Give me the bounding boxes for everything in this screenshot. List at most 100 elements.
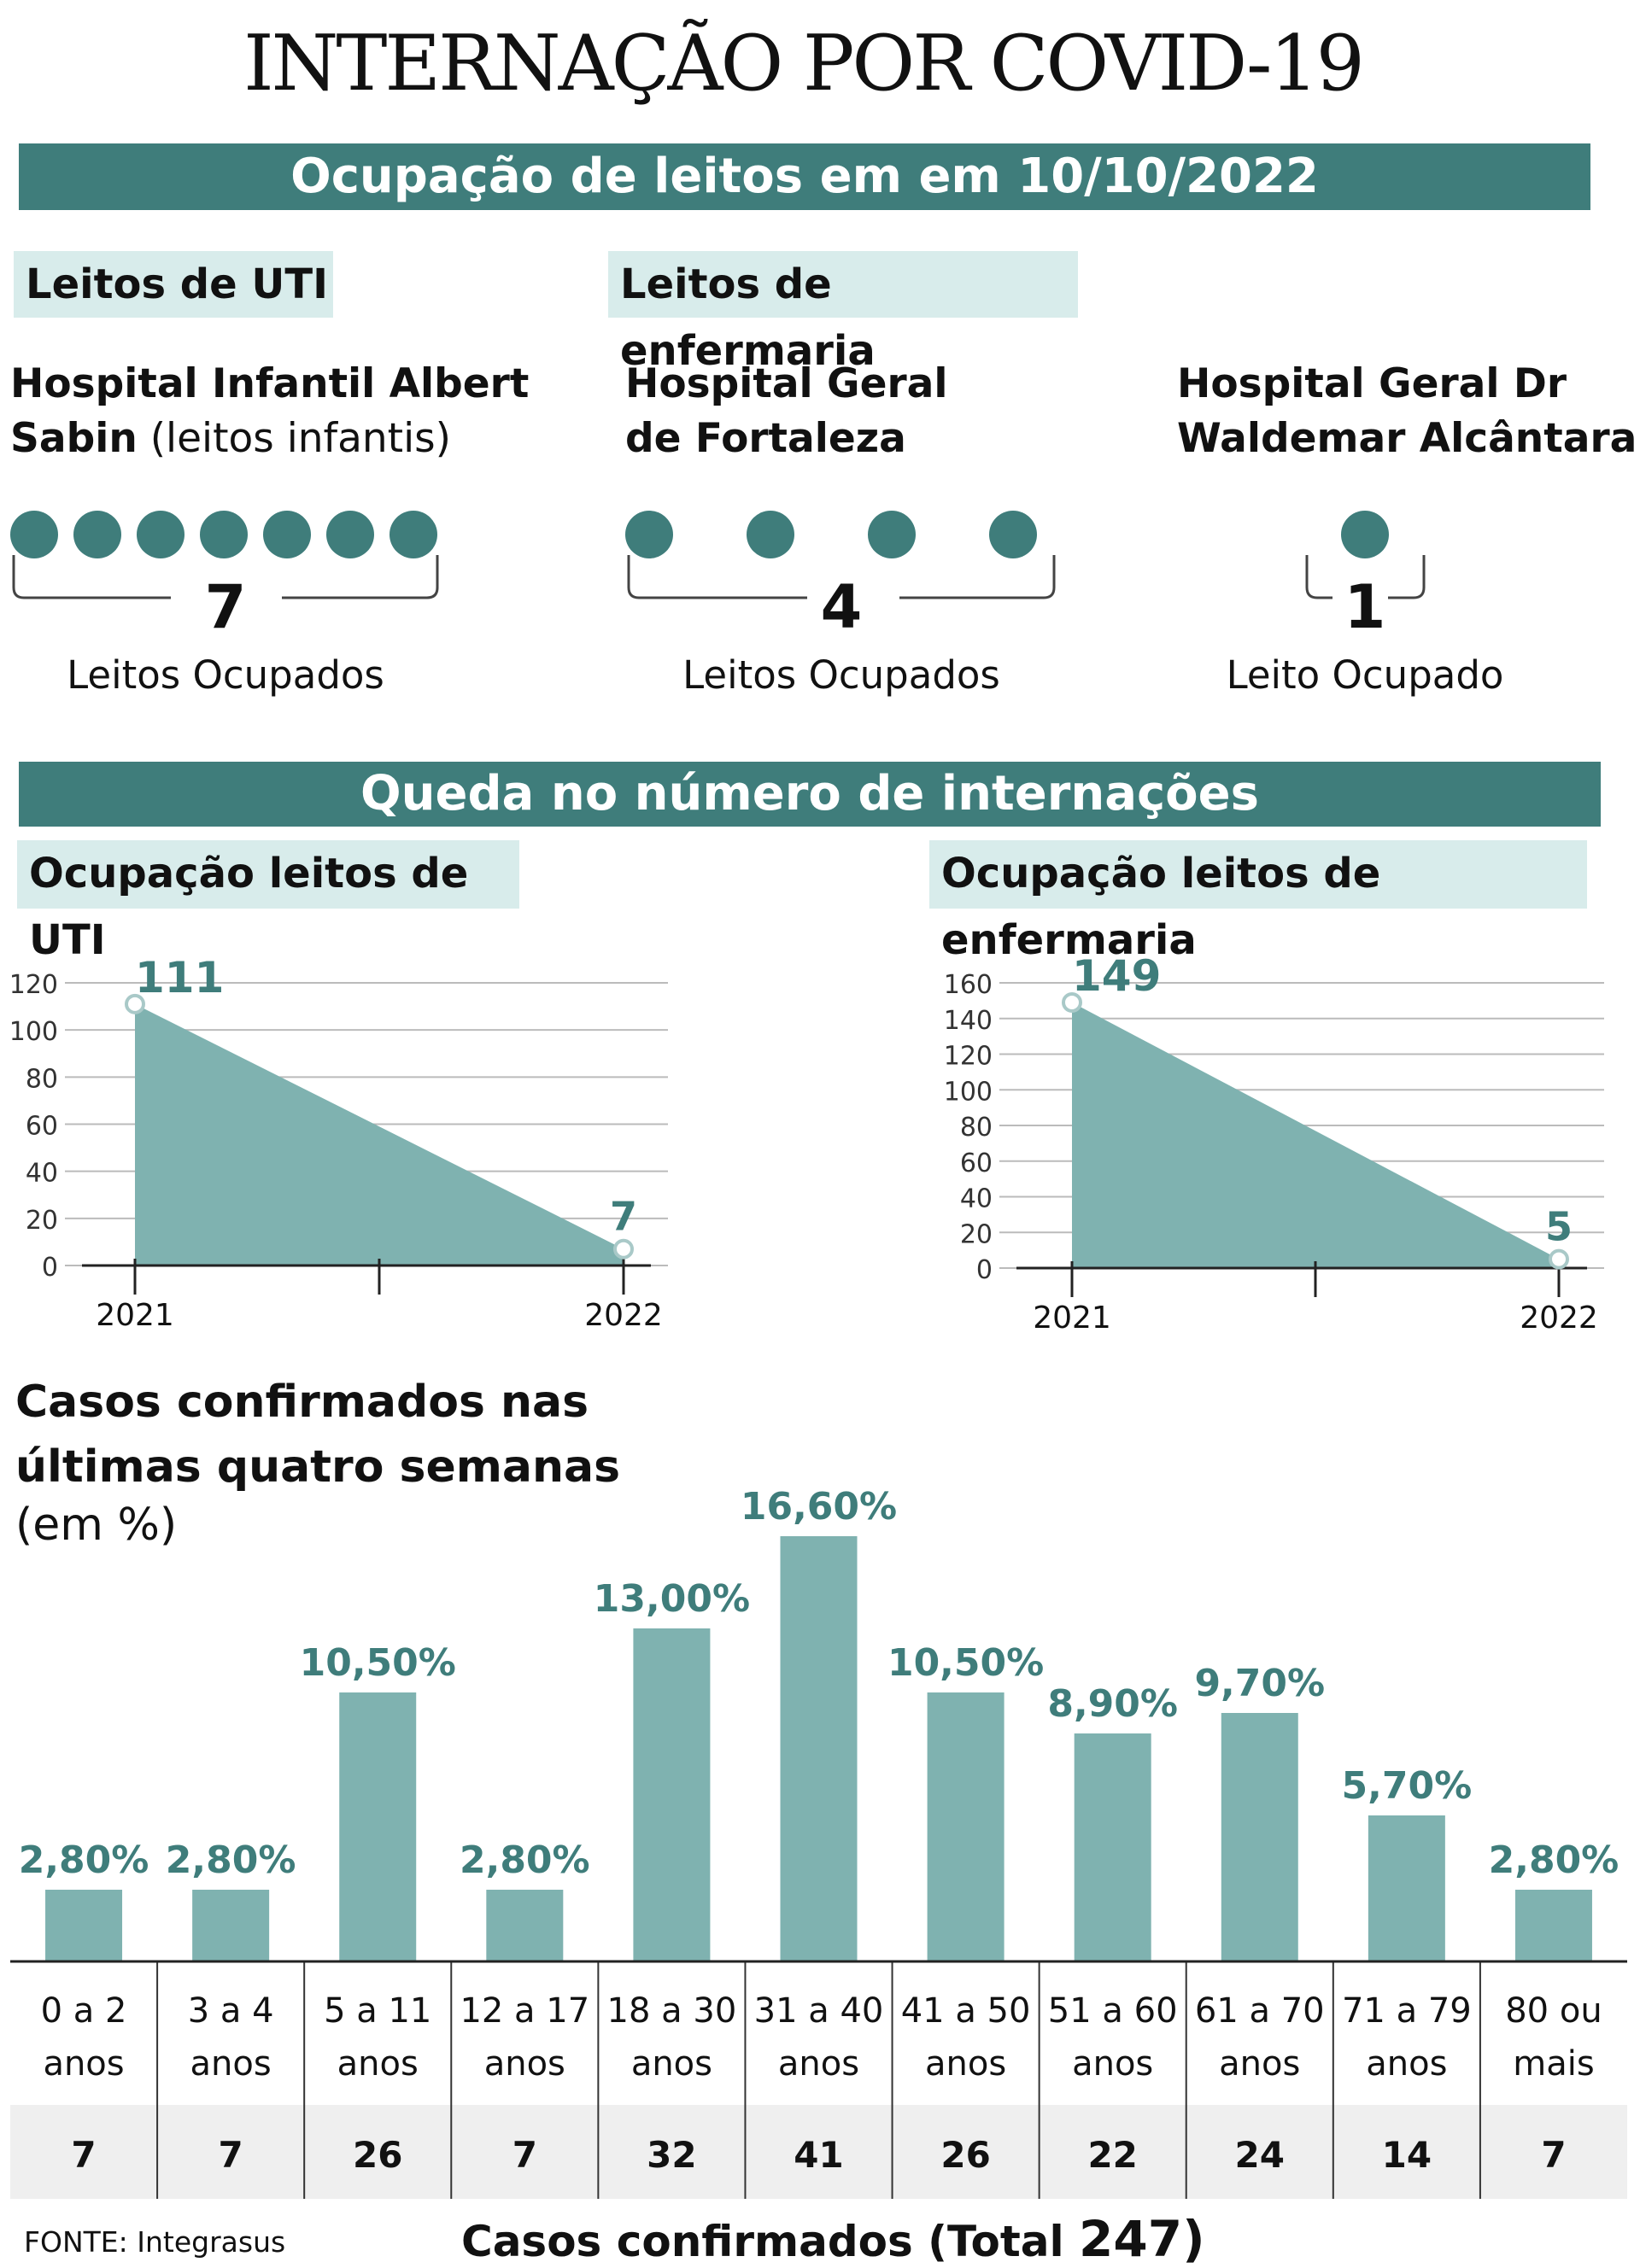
count-albert-sabin: 7: [204, 572, 247, 642]
count-row-bg: [10, 2105, 1627, 2199]
category-label: 0 a 2: [41, 1991, 127, 2031]
bar: [1221, 1713, 1298, 1961]
bracket-albert-sabin: [12, 555, 439, 599]
bed-dot-waldemar: [1341, 511, 1389, 558]
count-geral-fortaleza: 4: [820, 572, 863, 642]
bar-value-label: 2,80%: [166, 1838, 296, 1882]
data-point: [125, 993, 145, 1014]
y-tick-label: 20: [960, 1219, 993, 1249]
bar-value-label: 2,80%: [19, 1838, 149, 1882]
data-point: [613, 1238, 634, 1260]
data-point: [1549, 1248, 1569, 1270]
enfermaria-tag: Leitos de enfermaria: [608, 251, 1078, 375]
enfermaria-chart-tag: Ocupação leitos de enfermaria: [929, 840, 1587, 964]
y-tick-label: 120: [9, 970, 58, 1000]
y-tick-label: 40: [26, 1159, 58, 1189]
bar: [927, 1692, 1004, 1961]
cases-heading-line2: últimas quatro semanas: [15, 1441, 621, 1493]
category-label: 31 a 40: [754, 1991, 884, 2031]
category-label: anos: [1072, 2044, 1153, 2084]
bar-value-label: 2,80%: [460, 1838, 590, 1882]
admissions-banner: Queda no número de internações: [19, 762, 1601, 827]
bed-dot-albert-sabin: [137, 511, 184, 558]
bar-value-label: 13,00%: [594, 1577, 750, 1621]
category-label: anos: [190, 2044, 272, 2084]
data-label: 149: [1072, 951, 1161, 1001]
bar: [1074, 1733, 1151, 1961]
beds-graphic: [10, 511, 1426, 599]
category-label: anos: [337, 2044, 419, 2084]
x-tick-label: 2022: [1520, 1301, 1598, 1332]
case-count: 22: [1087, 2134, 1137, 2176]
case-count: 24: [1235, 2134, 1285, 2176]
bar: [45, 1890, 123, 1961]
hospital-name-albert-sabin: Hospital Infantil Albert Sabin (leitos i…: [10, 357, 608, 466]
bed-dot-albert-sabin: [326, 511, 374, 558]
category-label: 12 a 17: [460, 1991, 589, 2031]
case-count: 32: [647, 2134, 696, 2176]
bar-value-label: 10,50%: [887, 1641, 1044, 1685]
category-label: 5 a 11: [324, 1991, 431, 2031]
y-tick-label: 40: [960, 1184, 993, 1214]
bed-dot-geral-fortaleza: [625, 511, 673, 558]
case-count: 7: [512, 2134, 537, 2176]
category-label: anos: [925, 2044, 1006, 2084]
enfermaria-area-chart: 0 20 40 60 80 100 120 140 160 149 5 2021 2022: [944, 951, 1604, 1332]
category-label: anos: [1366, 2044, 1447, 2084]
category-label: 18 a 30: [607, 1991, 737, 2031]
category-label: anos: [484, 2044, 565, 2084]
y-tick-label: 80: [960, 1113, 993, 1143]
y-tick-label: 60: [960, 1149, 993, 1178]
y-tick-label: 140: [944, 1006, 993, 1036]
bar-value-label: 8,90%: [1047, 1682, 1178, 1726]
occupancy-banner: Ocupação de leitos em em 10/10/2022: [19, 143, 1590, 210]
bed-dot-geral-fortaleza: [989, 511, 1037, 558]
category-label: mais: [1513, 2044, 1594, 2084]
cases-heading-unit: (em %): [15, 1499, 178, 1551]
category-label: anos: [43, 2044, 124, 2084]
hospital-name-waldemar-alcantara: Hospital Geral Dr Waldemar Alcântara: [1177, 357, 1638, 466]
bar-value-label: 2,80%: [1489, 1838, 1620, 1882]
bracket-geral-fortaleza: [627, 555, 1056, 599]
uti-chart-tag: Ocupação leitos de UTI: [17, 840, 519, 964]
page-title: INTERNAÇÃO POR COVID-19: [243, 19, 1365, 108]
x-tick-label: 2022: [584, 1298, 663, 1332]
label-albert-sabin: Leitos Ocupados: [67, 652, 384, 698]
category-label: 3 a 4: [188, 1991, 274, 2031]
hospital-name-geral-fortaleza: Hospital Geral de Fortaleza: [625, 357, 1138, 466]
y-tick-label: 0: [976, 1255, 993, 1285]
uti-area-chart: 0 20 40 60 80 100 120 111 7 2021 2022: [9, 953, 668, 1332]
uti-tag: Leitos de UTI: [14, 251, 333, 318]
bar: [1368, 1815, 1445, 1961]
bed-dot-albert-sabin: [73, 511, 121, 558]
hospital-name-line1: Hospital Geral: [625, 360, 948, 407]
case-count: 14: [1382, 2134, 1432, 2176]
x-tick-label: 2021: [96, 1298, 174, 1332]
data-label: 7: [610, 1194, 637, 1240]
source-note: FONTE: Integrasus: [24, 2225, 286, 2259]
total-cases-label: Casos confirmados (Total: [461, 2217, 1064, 2266]
hospital-name-line1: Hospital Geral Dr: [1177, 360, 1567, 407]
bar-value-label: 10,50%: [300, 1641, 456, 1685]
bar: [192, 1890, 270, 1961]
bar-value-label: 9,70%: [1194, 1662, 1325, 1705]
label-waldemar: Leito Ocupado: [1226, 652, 1504, 698]
label-geral-fortaleza: Leitos Ocupados: [682, 652, 1000, 698]
bar: [1514, 1890, 1592, 1961]
bed-dot-albert-sabin: [200, 511, 248, 558]
cases-bar-chart: 2,80% 0 a 2 anos 7 2,80% 3 a 4 anos 7 10,50% 5 a …: [10, 1485, 1627, 2199]
x-tick-label: 2021: [1033, 1301, 1111, 1332]
area-series: [1072, 1002, 1559, 1268]
category-label: anos: [1219, 2044, 1300, 2084]
category-label: 80 ou: [1505, 1991, 1602, 2031]
y-tick-label: 20: [26, 1206, 58, 1236]
bar: [486, 1890, 564, 1961]
y-tick-label: 0: [42, 1253, 58, 1283]
bed-dot-albert-sabin: [263, 511, 311, 558]
count-waldemar: 1: [1344, 572, 1386, 642]
bed-dot-albert-sabin: [390, 511, 437, 558]
bed-dot-geral-fortaleza: [747, 511, 794, 558]
category-label: 51 a 60: [1048, 1991, 1178, 2031]
category-label: 71 a 79: [1342, 1991, 1472, 2031]
bar-value-label: 5,70%: [1342, 1764, 1473, 1808]
